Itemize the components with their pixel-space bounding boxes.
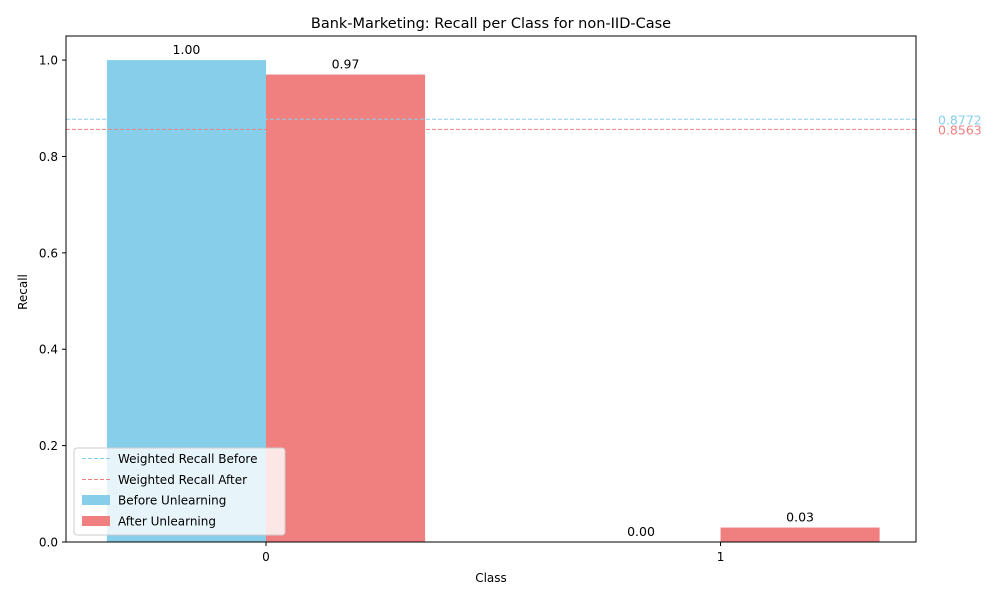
legend-entry-label: Before Unlearning: [118, 494, 226, 508]
bar-value-label: 1.00: [173, 42, 201, 57]
plot-area: 1.000.000.970.030.87720.85630.00.20.40.6…: [39, 35, 982, 564]
plot-frame: [65, 35, 917, 543]
bar-value-label: 0.03: [786, 510, 814, 525]
reference-line-value-label: 0.8563: [938, 122, 982, 137]
x-tick-label: 1: [717, 550, 725, 564]
legend-box: [73, 447, 286, 536]
legend-entry-label: Weighted Recall Before: [118, 452, 257, 466]
bar-after-unlearning-class-0: [266, 74, 426, 543]
x-axis-label: Class: [475, 571, 507, 585]
bar-value-label: 0.97: [332, 57, 360, 72]
bar-value-label: 0.00: [627, 524, 655, 539]
y-tick-label: 1.0: [39, 54, 58, 68]
y-tick-label: 0.2: [39, 439, 58, 453]
y-tick-label: 0.6: [39, 246, 58, 260]
chart-title: Bank-Marketing: Recall per Class for non…: [311, 16, 671, 32]
reference-line-value-label: 0.8772: [938, 112, 982, 127]
y-tick-label: 0.4: [39, 343, 58, 357]
y-tick-label: 0.0: [39, 536, 58, 550]
y-tick-label: 0.8: [39, 150, 58, 164]
legend-swatch-bar: [82, 495, 110, 505]
x-tick-label: 0: [262, 550, 270, 564]
y-axis-label: Recall: [16, 274, 30, 310]
legend-entry-label: After Unlearning: [118, 515, 216, 529]
bar-after-unlearning-class-1: [720, 527, 880, 542]
legend-entry-label: Weighted Recall After: [118, 473, 247, 487]
legend-swatch-bar: [82, 516, 110, 526]
